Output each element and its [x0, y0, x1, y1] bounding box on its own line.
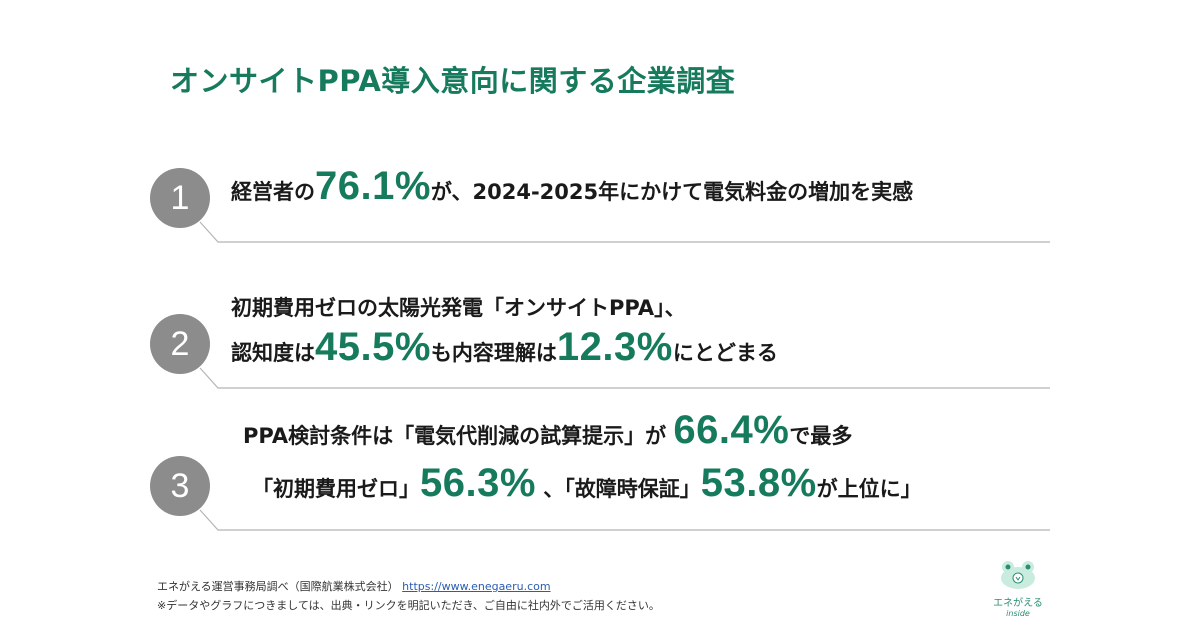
item-number-2: 2 — [150, 314, 210, 374]
item-2-line-2: 認知度は45.5%も内容理解は12.3%にとどまる — [231, 325, 778, 370]
item-1-stat: 76.1% — [315, 164, 431, 208]
item-number-1: 1 — [150, 168, 210, 228]
item-2-text-post: にとどまる — [672, 341, 778, 365]
item-3-line-1: PPA検討条件は「電気代削減の試算提示」が 66.4%で最多 — [243, 408, 852, 453]
item-2-stat-awareness: 45.5% — [315, 325, 431, 369]
enegaeru-logo: エネがえる inside — [990, 558, 1046, 618]
logo-sub: inside — [1006, 609, 1030, 618]
divider-2 — [199, 367, 1050, 389]
divider-1 — [199, 221, 1050, 243]
item-1-line-1: 経営者の76.1%が、2024-2025年にかけて電気料金の増加を実感 — [231, 164, 913, 209]
source-note: ※データやグラフにつきましては、出典・リンクを明記いただき、ご自由に社内外でご活… — [157, 599, 660, 612]
item-3-stat-zero-cost: 56.3% — [420, 461, 536, 505]
item-2-text-line1: 初期費用ゼロの太陽光発電「オンサイトPPA」、 — [231, 296, 686, 320]
item-3-text-line2-pre: 「初期費用ゼロ」 — [252, 477, 420, 501]
item-3-stat-top: 66.4% — [673, 408, 790, 452]
source-link[interactable]: https://www.enegaeru.com — [402, 580, 551, 593]
item-1-text-pre: 経営者の — [231, 180, 315, 204]
item-3-line-2: 「初期費用ゼロ」56.3% 、「故障時保証」53.8%が上位に」 — [252, 461, 922, 506]
item-2-stat-understanding: 12.3% — [556, 325, 673, 369]
item-2-line-1: 初期費用ゼロの太陽光発電「オンサイトPPA」、 — [231, 292, 686, 322]
item-3-text-line2-mid: 、「故障時保証」 — [543, 477, 701, 501]
item-2-text-mid: も内容理解は — [430, 341, 557, 365]
item-2-text-pre: 認知度は — [231, 341, 315, 365]
item-3-stat-warranty: 53.8% — [700, 461, 817, 505]
divider-3 — [199, 509, 1050, 531]
item-number-3: 3 — [150, 456, 210, 516]
item-3-text-line2-post: が上位に」 — [816, 477, 922, 501]
item-3-text-post: で最多 — [789, 424, 853, 448]
source-line: エネがえる運営事務局調べ（国際航業株式会社） https://www.enega… — [157, 578, 551, 594]
item-3-text-pre: PPA検討条件は「電気代削減の試算提示」が — [243, 424, 667, 448]
item-1-text-post: が、2024-2025年にかけて電気料金の増加を実感 — [430, 180, 914, 204]
logo-name: エネがえる — [993, 598, 1043, 609]
page-title: オンサイトPPA導入意向に関する企業調査 — [170, 64, 736, 98]
source-text: エネがえる運営事務局調べ（国際航業株式会社） — [157, 580, 399, 593]
frog-icon — [1001, 561, 1035, 589]
